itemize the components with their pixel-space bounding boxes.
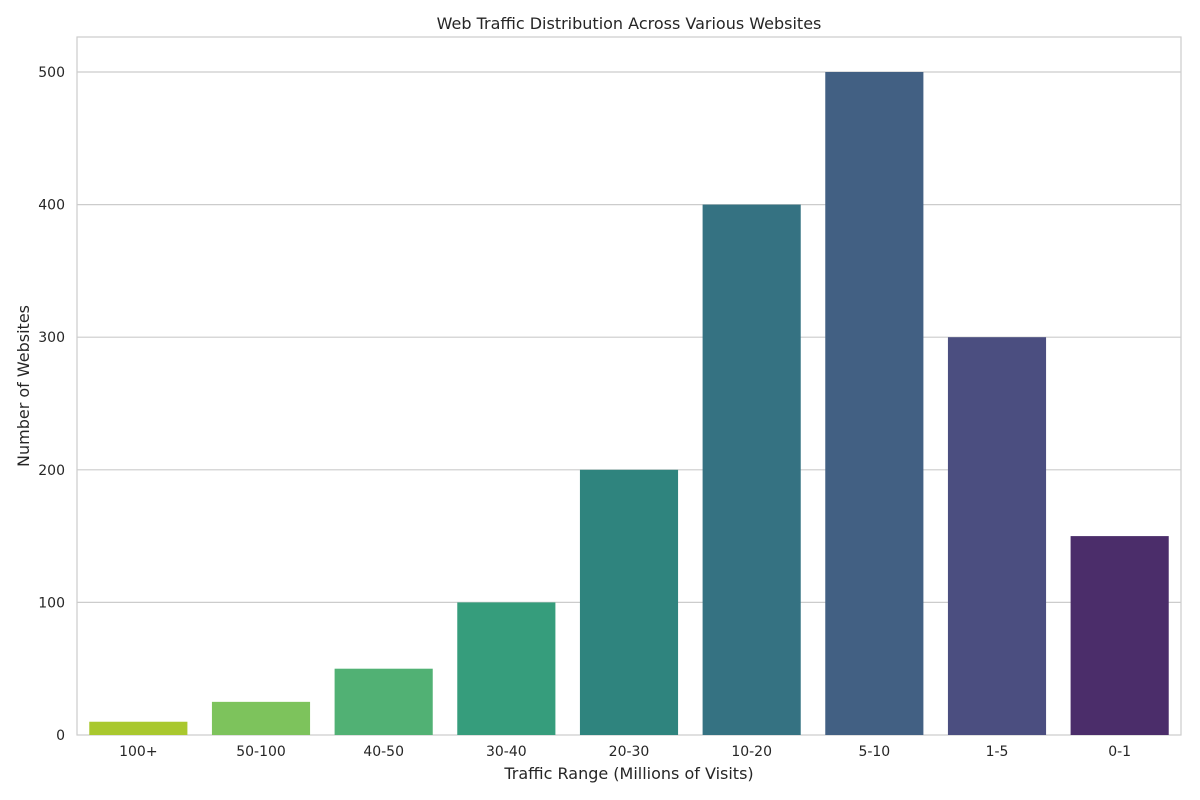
x-axis-ticks: 100+ 50-100 40-50 30-40 20-30 10-20 5-10 1-5 0-1 bbox=[119, 744, 1131, 760]
y-tick-label: 400 bbox=[38, 198, 65, 214]
x-tick-label: 20-30 bbox=[609, 744, 650, 760]
bar-50-100 bbox=[211, 701, 311, 735]
y-tick-label: 300 bbox=[38, 330, 65, 346]
x-tick-label: 1-5 bbox=[986, 744, 1009, 760]
bar-40-50 bbox=[334, 668, 433, 735]
x-tick-label: 10-20 bbox=[731, 744, 772, 760]
bar-20-30 bbox=[579, 469, 679, 735]
x-axis-title: Traffic Range (Millions of Visits) bbox=[503, 764, 753, 783]
x-tick-label: 50-100 bbox=[236, 744, 286, 760]
bar-1-5 bbox=[947, 337, 1047, 735]
x-tick-label: 100+ bbox=[119, 744, 157, 760]
x-tick-label: 40-50 bbox=[363, 744, 404, 760]
bar-10-20 bbox=[702, 204, 801, 736]
x-tick-label: 30-40 bbox=[486, 744, 527, 760]
y-tick-label: 100 bbox=[38, 595, 65, 611]
y-tick-label: 0 bbox=[56, 728, 65, 744]
y-axis-ticks: 0 100 200 300 400 500 bbox=[38, 65, 65, 744]
x-tick-label: 0-1 bbox=[1108, 744, 1131, 760]
y-tick-label: 200 bbox=[38, 463, 65, 479]
chart-title: Web Traffic Distribution Across Various … bbox=[437, 14, 822, 33]
bar-5-10 bbox=[825, 72, 924, 735]
y-axis-title: Number of Websites bbox=[14, 305, 33, 467]
bar-0-1 bbox=[1070, 536, 1169, 735]
bar-100+ bbox=[89, 721, 188, 735]
y-tick-label: 500 bbox=[38, 65, 65, 81]
x-tick-label: 5-10 bbox=[858, 744, 890, 760]
bars bbox=[89, 72, 1169, 736]
bar-30-40 bbox=[457, 602, 556, 735]
